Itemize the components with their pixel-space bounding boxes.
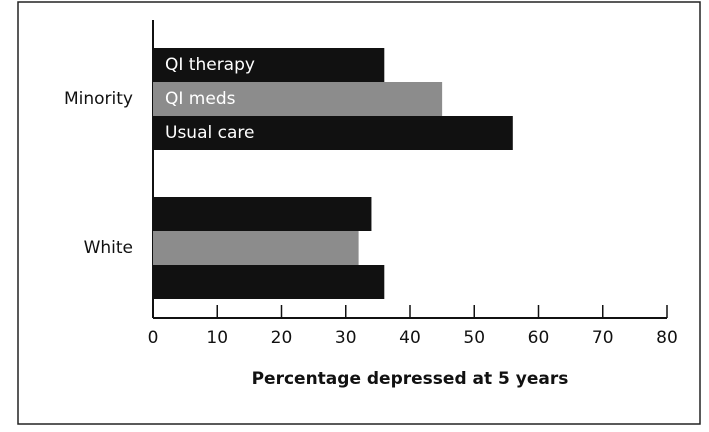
series-label: Usual care xyxy=(165,123,254,143)
bar xyxy=(153,197,372,231)
x-tick-label: 50 xyxy=(463,328,485,348)
x-tick-label: 80 xyxy=(656,328,678,348)
frame xyxy=(17,1,701,425)
series-label: QI therapy xyxy=(165,55,255,75)
x-tick-label: 60 xyxy=(528,328,550,348)
bar xyxy=(153,82,443,116)
x-axis-label: Percentage depressed at 5 years xyxy=(252,369,569,389)
bar xyxy=(153,116,513,150)
x-tick-label: 10 xyxy=(206,328,228,348)
x-tick-label: 40 xyxy=(399,328,421,348)
x-tick-label: 0 xyxy=(148,328,159,348)
x-tick-label: 20 xyxy=(271,328,293,348)
category-label: White xyxy=(84,238,133,258)
x-tick-label: 70 xyxy=(592,328,614,348)
series-label: QI meds xyxy=(165,89,236,109)
bar xyxy=(153,231,359,265)
category-label: Minority xyxy=(64,89,133,109)
x-tick-label: 30 xyxy=(335,328,357,348)
bar xyxy=(153,48,385,82)
bar xyxy=(153,265,385,299)
